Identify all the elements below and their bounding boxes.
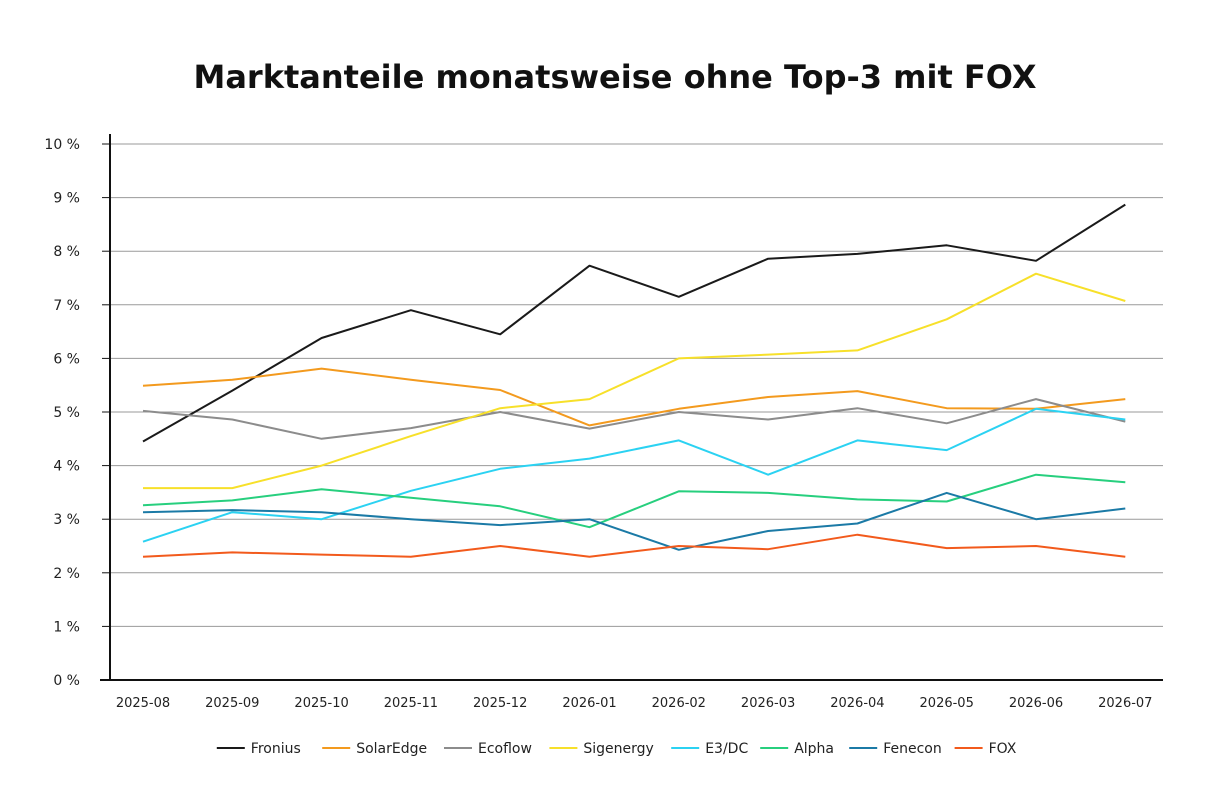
y-tick-label: 7 %	[53, 298, 80, 314]
y-tick-label: 2 %	[53, 566, 80, 582]
y-tick-label: 6 %	[53, 351, 80, 367]
x-tick-label: 2026-05	[920, 696, 974, 711]
x-tick-label: 2026-06	[1009, 696, 1063, 711]
x-tick-label: 2025-11	[384, 696, 438, 711]
legend-label-alpha: Alpha	[794, 741, 834, 757]
x-tick-label: 2026-07	[1098, 696, 1152, 711]
y-tick-label: 0 %	[53, 673, 80, 689]
legend-label-fronius: Fronius	[251, 741, 301, 757]
x-tick-label: 2025-09	[205, 696, 259, 711]
legend-label-solaredge: SolarEdge	[356, 741, 427, 757]
series-line-solaredge	[142, 367, 1126, 427]
x-tick-label: 2026-03	[741, 696, 795, 711]
y-tick-label: 8 %	[53, 244, 80, 260]
y-tick-label: 9 %	[53, 191, 80, 207]
series-line-e3-dc	[142, 407, 1126, 543]
y-tick-label: 10 %	[44, 137, 80, 153]
legend-label-e3-dc: E3/DC	[705, 741, 748, 757]
y-tick-label: 1 %	[53, 619, 80, 635]
series-line-sigenergy	[143, 272, 1126, 490]
x-tick-label: 2025-12	[473, 696, 527, 711]
series-line-ecoflow	[142, 398, 1126, 440]
x-tick-label: 2025-10	[294, 696, 348, 711]
x-tick-label: 2025-08	[116, 696, 170, 711]
legend-label-fenecon: Fenecon	[883, 741, 942, 757]
legend-label-ecoflow: Ecoflow	[478, 741, 532, 757]
x-tick-label: 2026-02	[652, 696, 706, 711]
legend-label-fox: FOX	[989, 741, 1017, 757]
x-tick-label: 2026-04	[830, 696, 884, 711]
y-tick-label: 3 %	[53, 512, 80, 528]
chart-title: Marktanteile monatsweise ohne Top-3 mit …	[193, 58, 1037, 96]
y-tick-label: 4 %	[53, 459, 80, 475]
series-line-fenecon	[142, 491, 1126, 551]
legend-label-sigenergy: Sigenergy	[583, 741, 653, 757]
series-line-fronius	[142, 203, 1126, 443]
series-line-fox	[142, 533, 1126, 558]
x-tick-label: 2026-01	[562, 696, 616, 711]
y-tick-label: 5 %	[53, 405, 80, 421]
